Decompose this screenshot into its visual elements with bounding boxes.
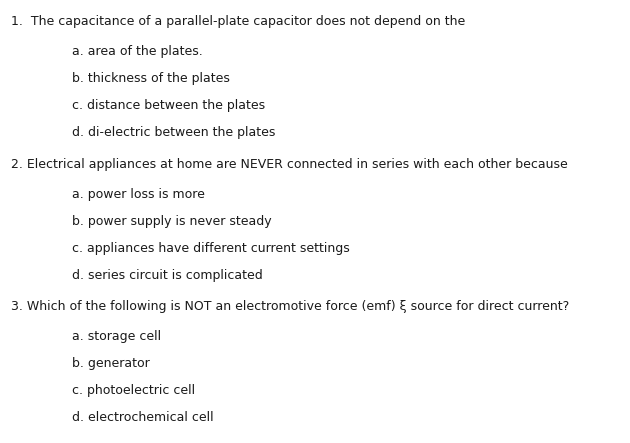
Text: b. thickness of the plates: b. thickness of the plates xyxy=(72,72,231,85)
Text: a. area of the plates.: a. area of the plates. xyxy=(72,45,203,58)
Text: d. electrochemical cell: d. electrochemical cell xyxy=(72,411,214,424)
Text: b. generator: b. generator xyxy=(72,357,150,370)
Text: c. appliances have different current settings: c. appliances have different current set… xyxy=(72,242,350,255)
Text: a. storage cell: a. storage cell xyxy=(72,330,161,343)
Text: c. photoelectric cell: c. photoelectric cell xyxy=(72,384,195,397)
Text: d. di-electric between the plates: d. di-electric between the plates xyxy=(72,126,276,139)
Text: a. power loss is more: a. power loss is more xyxy=(72,188,205,201)
Text: 3. Which of the following is NOT an electromotive force (emf) ξ source for direc: 3. Which of the following is NOT an elec… xyxy=(11,300,570,313)
Text: 1.  The capacitance of a parallel-plate capacitor does not depend on the: 1. The capacitance of a parallel-plate c… xyxy=(11,15,466,28)
Text: b. power supply is never steady: b. power supply is never steady xyxy=(72,215,272,228)
Text: d. series circuit is complicated: d. series circuit is complicated xyxy=(72,269,263,282)
Text: c. distance between the plates: c. distance between the plates xyxy=(72,99,266,112)
Text: 2. Electrical appliances at home are NEVER connected in series with each other b: 2. Electrical appliances at home are NEV… xyxy=(11,158,568,171)
